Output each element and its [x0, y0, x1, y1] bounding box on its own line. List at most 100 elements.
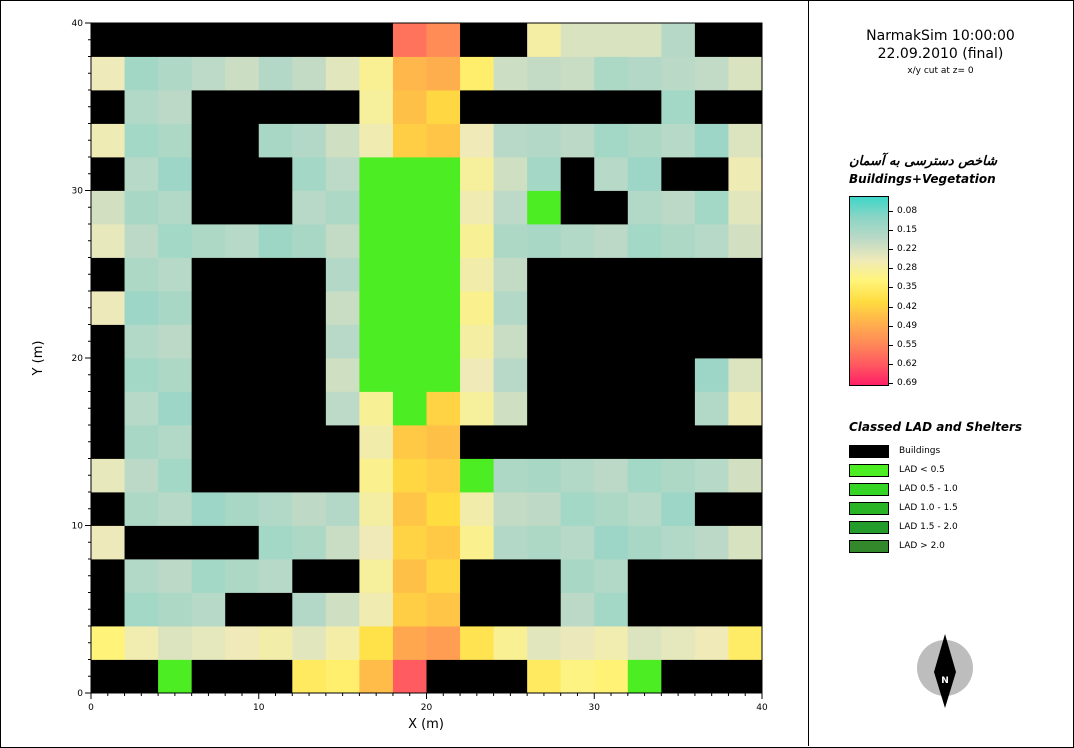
building-cell: [258, 592, 293, 627]
svf-cell: [191, 492, 226, 526]
building-cell: [191, 458, 226, 493]
building-cell: [594, 425, 629, 459]
cut-description: x/y cut at z= 0: [907, 66, 974, 76]
svf-cell: [325, 492, 360, 526]
svf-cell: [124, 492, 159, 526]
building-cell: [728, 291, 763, 325]
svf-cell: [527, 56, 562, 91]
svf-cell: [292, 123, 327, 158]
building-cell: [292, 291, 327, 325]
vegetation-cell: [426, 224, 461, 258]
svf-cell: [426, 492, 461, 526]
vegetation-cell: [392, 391, 427, 426]
colorbar: [849, 196, 889, 386]
vegetation-cell: [426, 157, 461, 191]
lad-legend-label: LAD 1.0 - 1.5: [899, 503, 958, 513]
svf-cell: [694, 458, 729, 493]
svf-cell: [661, 492, 696, 526]
svf-cell: [493, 123, 528, 158]
colorbar-tick: [888, 383, 893, 384]
svf-cell: [728, 391, 763, 426]
colorbar-tick-label: 0.28: [897, 263, 918, 274]
building-cell: [325, 425, 360, 459]
svf-cell: [392, 626, 427, 660]
vegetation-cell: [359, 291, 394, 325]
colorbar-tick: [888, 230, 893, 232]
building-cell: [627, 425, 662, 459]
y-tick-label: 30: [72, 187, 84, 197]
building-cell: [292, 458, 327, 493]
building-cell: [493, 90, 528, 124]
vegetation-cell: [359, 324, 394, 359]
building-cell: [191, 525, 226, 560]
svf-cell: [124, 257, 159, 292]
svf-cell: [560, 659, 595, 694]
colorscale-title-persian: شاخص دسترسی به آسمان: [849, 154, 998, 169]
colorbar-tick-label: 0.15: [897, 225, 918, 236]
vegetation-cell: [392, 324, 427, 359]
svf-cell: [325, 257, 360, 292]
svf-cell: [527, 626, 562, 660]
svf-cell: [325, 659, 360, 694]
svf-cell: [627, 190, 662, 225]
svf-cell: [292, 626, 327, 660]
svf-cell: [594, 23, 629, 57]
svf-cell: [158, 123, 193, 158]
svf-cell: [359, 56, 394, 91]
building-cell: [594, 358, 629, 392]
svf-cell: [694, 391, 729, 426]
svf-cell: [728, 157, 763, 191]
svf-cell: [661, 224, 696, 258]
svf-cell: [560, 525, 595, 560]
building-cell: [225, 391, 260, 426]
building-cell: [493, 592, 528, 627]
building-cell: [225, 257, 260, 292]
svf-cell: [225, 492, 260, 526]
building-cell: [460, 425, 494, 459]
lad-legend-swatch: [849, 483, 889, 496]
svf-cell: [594, 56, 629, 91]
svf-cell: [158, 224, 193, 258]
building-cell: [258, 391, 293, 426]
building-cell: [258, 23, 293, 57]
colorbar-tick-label: 0.42: [897, 301, 918, 312]
svf-cell: [191, 224, 226, 258]
building-cell: [527, 291, 562, 325]
svf-cell: [627, 525, 662, 560]
svf-cell: [158, 559, 193, 593]
svf-cell: [728, 458, 763, 493]
building-cell: [225, 324, 260, 359]
building-cell: [258, 458, 293, 493]
svf-cell: [292, 492, 327, 526]
svf-cell: [392, 123, 427, 158]
svf-cell: [359, 659, 394, 694]
building-cell: [225, 157, 260, 191]
building-cell: [493, 559, 528, 593]
building-cell: [527, 391, 562, 426]
building-cell: [493, 23, 528, 57]
building-cell: [594, 391, 629, 426]
colorbar-tick: [888, 268, 893, 270]
svf-cell: [527, 525, 562, 560]
svf-cell: [359, 458, 394, 493]
colorbar-tick: [888, 363, 893, 365]
vegetation-cell: [158, 659, 193, 694]
svf-cell: [527, 23, 562, 57]
building-cell: [225, 190, 260, 225]
svf-cell: [493, 257, 528, 292]
building-cell: [694, 291, 729, 325]
svf-cell: [124, 425, 159, 459]
svf-cell: [694, 626, 729, 660]
building-cell: [325, 23, 360, 57]
svf-cell: [460, 492, 494, 526]
svf-cell: [225, 559, 260, 593]
building-cell: [694, 592, 729, 627]
x-axis-label: X (m): [408, 717, 444, 732]
building-cell: [191, 257, 226, 292]
building-cell: [527, 358, 562, 392]
svf-cell: [460, 224, 494, 258]
building-cell: [661, 592, 696, 627]
svf-cell: [359, 90, 394, 124]
svf-cell: [493, 224, 528, 258]
svf-cell: [493, 492, 528, 526]
